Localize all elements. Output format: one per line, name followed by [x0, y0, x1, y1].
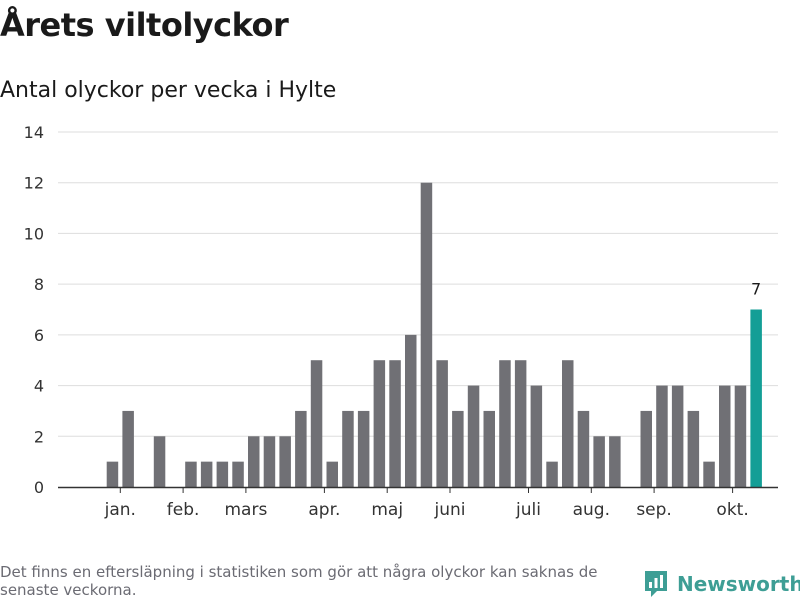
- brand-logo: Newsworthy: [643, 568, 800, 600]
- bar: [373, 360, 386, 487]
- bar: [153, 436, 166, 487]
- x-tick-label: feb.: [167, 500, 200, 520]
- footnote: Det finns en eftersläpning i statistiken…: [0, 563, 598, 599]
- bar: [452, 410, 464, 487]
- bar: [106, 461, 119, 487]
- bar: [326, 461, 338, 487]
- bar: [687, 410, 700, 487]
- newsworthy-icon: [645, 571, 667, 597]
- y-tick-label: 0: [34, 478, 44, 497]
- bar: [530, 385, 543, 487]
- bar: [232, 461, 244, 487]
- bar: [514, 360, 527, 487]
- bar: [420, 182, 433, 487]
- x-tick-label: sep.: [636, 500, 672, 520]
- bar: [295, 410, 307, 487]
- bar: [640, 410, 652, 487]
- bar: [467, 385, 480, 487]
- bar: [185, 461, 197, 487]
- bar: [357, 410, 370, 487]
- x-tick-label: maj: [371, 500, 403, 520]
- bar: [342, 410, 354, 487]
- y-tick-label: 12: [24, 174, 44, 193]
- bar: [577, 410, 590, 487]
- y-tick-label: 14: [24, 123, 44, 142]
- bar: [263, 436, 276, 487]
- x-tick-label: juni: [434, 500, 466, 520]
- y-tick-label: 2: [34, 427, 44, 446]
- bar: [483, 410, 495, 487]
- bar: [593, 436, 605, 487]
- x-tick-label: juli: [515, 500, 541, 520]
- bar: [248, 436, 260, 487]
- x-tick-label: apr.: [308, 500, 340, 520]
- bar: [499, 360, 511, 487]
- bar: [562, 360, 574, 487]
- x-tick-label: jan.: [104, 500, 136, 520]
- bar: [216, 461, 229, 487]
- y-tick-label: 4: [34, 377, 44, 396]
- bar: [719, 385, 731, 487]
- bar: [200, 461, 213, 487]
- bar: [389, 360, 401, 487]
- bar: [546, 461, 558, 487]
- bar: [405, 334, 417, 487]
- bar: [122, 410, 134, 487]
- bar: [734, 385, 747, 487]
- x-tick-label: aug.: [573, 500, 610, 520]
- bar: [310, 360, 323, 487]
- y-tick-label: 6: [34, 326, 44, 345]
- bar: [436, 360, 448, 487]
- brand-name: Newsworthy: [677, 572, 800, 596]
- bar: [703, 461, 715, 487]
- chart-title: Årets viltolyckor: [0, 6, 289, 44]
- bar: [671, 385, 684, 487]
- y-tick-label: 10: [24, 224, 44, 243]
- chart-subtitle: Antal olyckor per vecka i Hylte: [0, 78, 337, 103]
- bar-chart: 0 2 4 6 8 10 12 14 7 jan. feb. mars apr. maj juni juli a…: [24, 123, 778, 520]
- bar: [609, 436, 621, 487]
- y-tick-label: 8: [34, 275, 44, 294]
- x-tick-label: okt.: [716, 500, 748, 520]
- bar-highlight: [750, 309, 762, 487]
- bar: [279, 436, 291, 487]
- x-tick-label: mars: [224, 500, 267, 520]
- bar: [656, 385, 668, 487]
- highlight-value-label: 7: [751, 280, 761, 299]
